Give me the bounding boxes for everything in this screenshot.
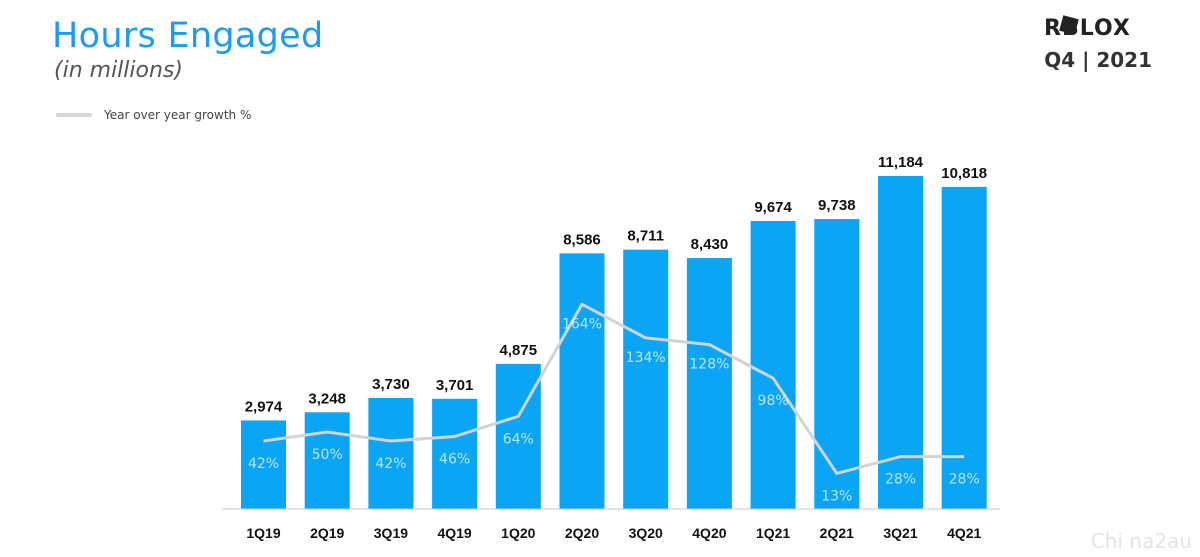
bar (814, 219, 860, 509)
bar (878, 176, 923, 509)
legend-line-swatch (56, 113, 92, 117)
bar-value-label: 3,701 (436, 377, 474, 394)
growth-value-label: 134% (626, 350, 666, 366)
bar (686, 257, 732, 509)
x-tick-label: 3Q21 (883, 525, 917, 541)
x-tick-label: 3Q19 (374, 525, 408, 541)
growth-value-label: 28% (885, 472, 916, 488)
bar-value-label: 8,586 (563, 231, 601, 248)
bar-value-label: 4,875 (500, 342, 538, 359)
x-tick-label: 4Q21 (947, 525, 981, 541)
growth-value-label: 164% (562, 316, 602, 332)
bar-value-label: 8,430 (691, 236, 729, 253)
growth-line (263, 302, 965, 475)
bar (559, 253, 605, 509)
growth-value-label: 128% (689, 357, 729, 373)
x-tick-label: 1Q21 (756, 525, 790, 541)
bar (241, 420, 286, 509)
growth-value-label: 64% (503, 431, 534, 447)
x-tick-label: 2Q19 (310, 525, 344, 541)
x-tick-label: 2Q21 (820, 525, 854, 541)
growth-value-label: 28% (949, 472, 980, 488)
growth-value-label: 50% (312, 447, 343, 463)
watermark: Chi na2au (1090, 529, 1192, 553)
growth-value-label: 42% (248, 456, 279, 472)
x-tick-label: 4Q19 (437, 525, 471, 541)
growth-value-label: 46% (439, 451, 470, 467)
bar (368, 397, 414, 509)
x-tick-label: 2Q20 (565, 525, 599, 541)
chart-subtitle: (in millions) (54, 58, 183, 83)
bar-value-label: 11,184 (878, 154, 924, 171)
chart-title: Hours Engaged (52, 16, 324, 56)
bar (750, 220, 796, 509)
report-period: Q4 | 2021 (1044, 48, 1152, 72)
bar (623, 249, 669, 509)
legend-label: Year over year growth % (104, 108, 252, 122)
bar-value-label: 10,818 (941, 165, 987, 182)
bar (304, 412, 350, 509)
growth-value-label: 13% (821, 488, 852, 504)
bar-value-label: 3,248 (308, 390, 346, 407)
bar (941, 186, 987, 510)
x-tick-label: 3Q20 (629, 525, 663, 541)
x-tick-label: 1Q20 (501, 525, 535, 541)
x-tick-label: 4Q20 (692, 525, 726, 541)
bar-value-label: 3,730 (372, 376, 410, 393)
growth-value-label: 42% (375, 456, 406, 472)
growth-value-label: 98% (758, 393, 789, 409)
svg-text:RBLOX: RBLOX (1044, 16, 1131, 40)
bar-value-label: 8,711 (627, 228, 664, 245)
legend: Year over year growth % (56, 108, 251, 122)
bar-value-label: 2,974 (245, 398, 283, 415)
bar (432, 398, 478, 509)
x-tick-label: 1Q19 (246, 525, 280, 541)
roblox-logo: RBLOX (1044, 15, 1131, 40)
bar-value-label: 9,738 (818, 197, 856, 214)
bar-value-label: 9,674 (754, 199, 792, 216)
